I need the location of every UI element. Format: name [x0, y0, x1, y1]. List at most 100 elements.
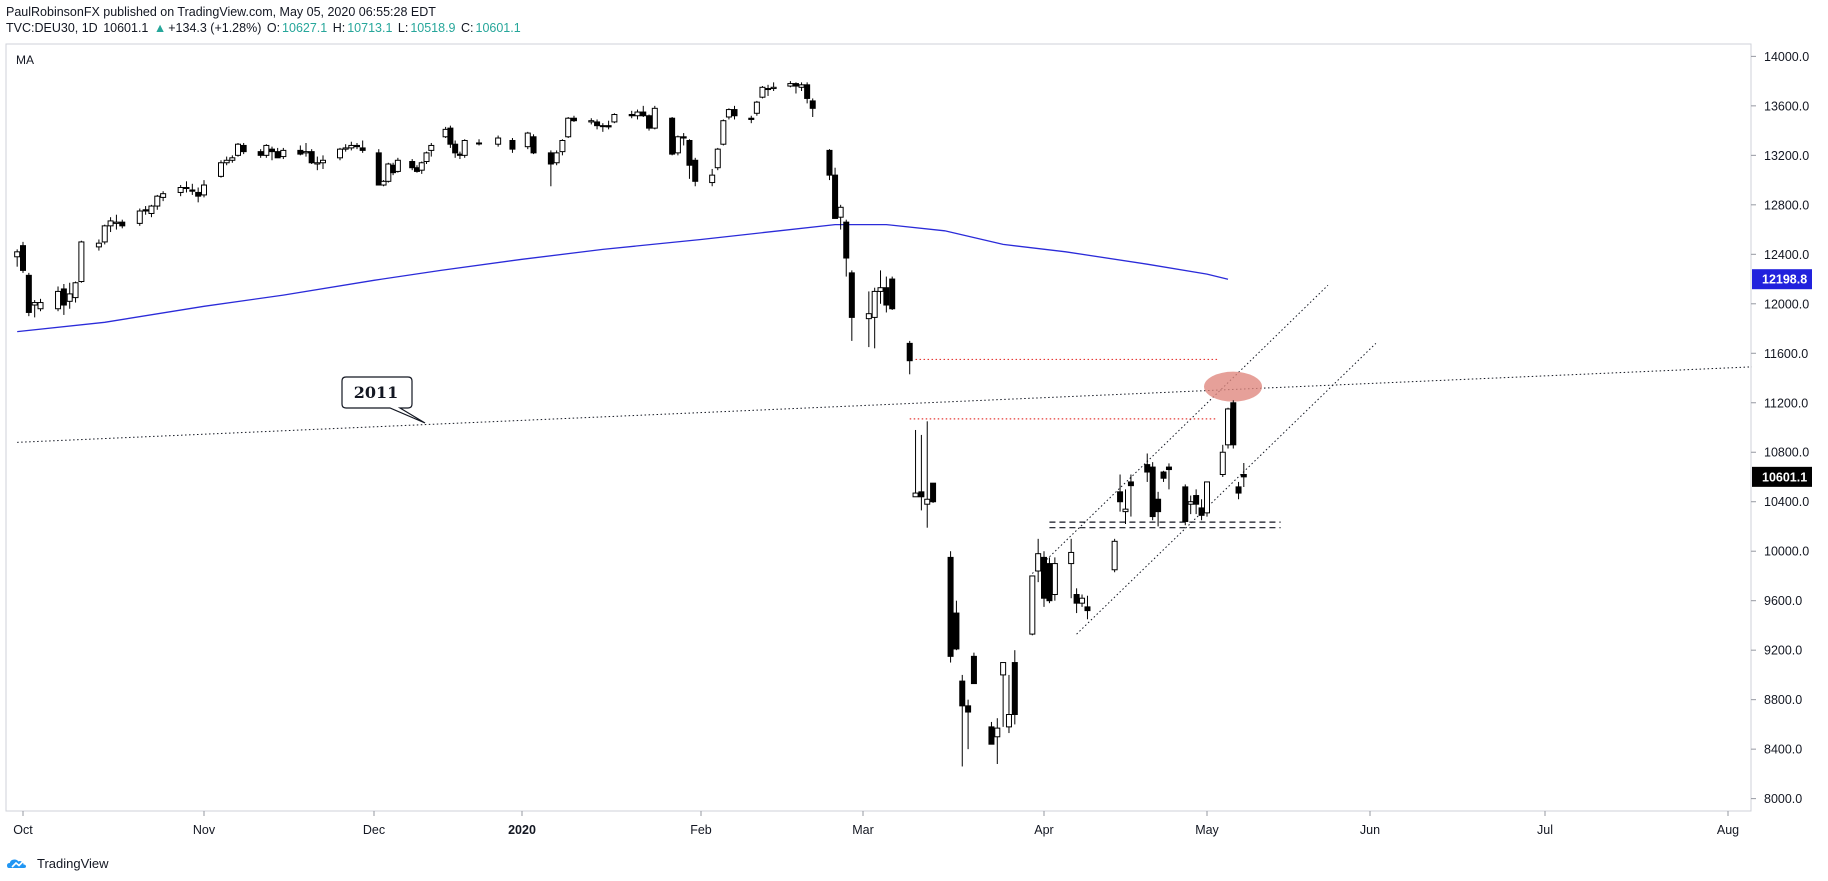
candles-layer — [14, 81, 1247, 767]
candle-body — [456, 153, 463, 156]
candle-body — [461, 139, 468, 156]
candle-body — [1182, 486, 1189, 523]
candle-body — [877, 287, 884, 292]
candle-down — [731, 105, 738, 120]
candle-up — [461, 139, 468, 158]
change-up-icon: ▲ — [153, 21, 167, 35]
candle-up — [1111, 538, 1118, 573]
candle-up — [154, 194, 161, 210]
candle-body — [848, 272, 855, 318]
candle-down — [195, 187, 202, 203]
callout-bubble — [341, 376, 426, 424]
candle-down — [359, 140, 366, 153]
candle-down — [456, 151, 463, 160]
candle-down — [953, 600, 960, 651]
candle-body — [160, 193, 167, 198]
candle-down — [257, 149, 264, 158]
candle-body — [25, 274, 32, 313]
candle-up — [559, 139, 566, 156]
candle-up — [136, 208, 143, 226]
candle-body — [113, 221, 120, 224]
candle-body — [142, 209, 149, 212]
candle-up — [837, 204, 844, 230]
candle-body — [60, 288, 67, 306]
candle-body — [970, 655, 977, 685]
candle-body — [1029, 575, 1036, 635]
candle-up — [877, 270, 884, 304]
candle-up — [66, 282, 73, 309]
candle-body — [634, 111, 641, 117]
candle-body — [72, 282, 79, 299]
candle-body — [342, 147, 349, 150]
symbol-name: TVC:DEU30, 1D — [6, 21, 98, 35]
candle-up — [428, 142, 435, 157]
candle-body — [308, 151, 315, 164]
candle-up — [423, 151, 430, 164]
candle-body — [183, 187, 190, 190]
candle-body — [223, 159, 230, 164]
trendline — [1076, 343, 1377, 635]
candle-body — [66, 293, 73, 302]
candle-body — [1051, 563, 1058, 596]
candle-body — [906, 342, 913, 362]
candle-up — [651, 105, 658, 130]
candle-body — [832, 174, 839, 219]
candle-up — [78, 240, 85, 283]
x-tick-label: Feb — [690, 823, 712, 837]
x-tick-label: Jun — [1360, 823, 1380, 837]
footer: TradingView — [6, 855, 109, 871]
y-axis: 14000.0 13600.0 13200.0 12800.0 12400.0 12000… — [1751, 50, 1809, 806]
candle-body — [1111, 540, 1118, 571]
candle-body — [599, 125, 606, 128]
candle-body — [119, 221, 126, 227]
x-tick-label: 2020 — [508, 823, 536, 837]
open-label: O: — [266, 21, 281, 35]
candle-down — [959, 674, 966, 767]
candle-up — [183, 181, 190, 193]
candle-body — [78, 241, 85, 283]
candle-up — [1187, 495, 1194, 515]
candle-body — [889, 278, 896, 310]
candle-up — [303, 142, 309, 157]
low-label: L: — [397, 21, 409, 35]
price-badge-label: 10601.1 — [1762, 470, 1807, 484]
candle-down — [1230, 400, 1237, 449]
tradingview-logo-icon — [7, 859, 26, 868]
y-tick-label: 8400.0 — [1764, 743, 1802, 757]
y-tick-label: 10000.0 — [1764, 545, 1809, 559]
symbol-ohlc-row: TVC:DEU30, 1D 10601.1 ▲ +134.3 (+1.28%) O… — [6, 20, 523, 36]
candle-body — [1046, 563, 1053, 602]
last-price: 10601.1 — [103, 21, 149, 35]
candle-down — [646, 114, 653, 131]
trendline — [1031, 284, 1329, 574]
candle-down — [843, 219, 850, 277]
candle-body — [709, 174, 716, 184]
candle-down — [1073, 588, 1080, 614]
candle-body — [337, 148, 343, 159]
candle-up — [148, 204, 155, 218]
candle-down — [605, 120, 612, 130]
open-value: 10627.1 — [282, 21, 328, 35]
candle-down — [832, 167, 839, 219]
resistance-zone — [1204, 371, 1263, 402]
candle-up — [476, 139, 483, 146]
candle-up — [218, 160, 224, 178]
low-value: 10518.9 — [410, 21, 456, 35]
candle-up — [101, 224, 108, 245]
candle-body — [177, 187, 184, 193]
callout-label: 2011 — [354, 383, 399, 402]
candle-down — [848, 270, 855, 341]
candle-body — [418, 162, 425, 171]
candle-body — [1230, 402, 1237, 446]
candle-body — [588, 120, 595, 123]
candle-up — [337, 147, 343, 161]
candle-body — [320, 159, 326, 164]
candle-down — [547, 150, 554, 187]
candle-body — [924, 498, 931, 505]
chart-frame — [5, 43, 1752, 812]
candle-up — [553, 150, 560, 166]
candle-body — [409, 161, 416, 169]
candle-down — [918, 434, 925, 511]
candle-body — [547, 152, 554, 165]
